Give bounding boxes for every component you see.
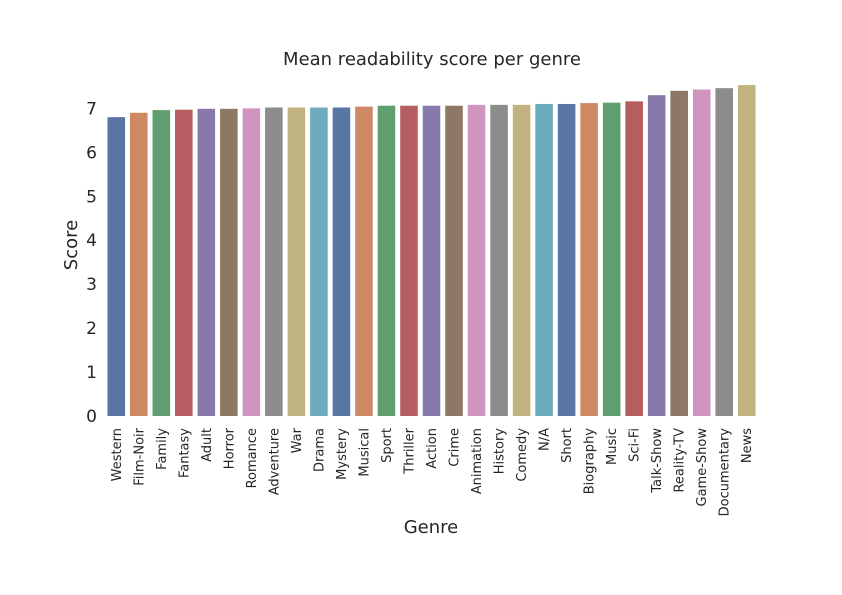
bar-reality-tv [670, 90, 688, 416]
x-tick-label: Romance [245, 428, 260, 488]
x-tick-label: Game-Show [695, 428, 710, 507]
y-tick-label: 3 [86, 275, 97, 295]
bar-sci-fi [625, 101, 643, 416]
y-tick-label: 2 [86, 319, 97, 339]
y-tick-label: 0 [86, 407, 97, 427]
x-tick-label: Action [425, 428, 440, 469]
x-tick-label: News [740, 428, 755, 463]
chart-title: Mean readability score per genre [283, 49, 581, 70]
bar-history [490, 104, 508, 416]
bars-group [107, 85, 756, 417]
x-tick-label: Biography [583, 428, 598, 495]
bar-crime [445, 105, 463, 416]
y-tick-label: 6 [86, 143, 97, 163]
bar-adventure [265, 107, 283, 417]
bar-comedy [512, 104, 531, 416]
x-tick-label: Short [560, 428, 575, 463]
bar-horror [220, 108, 238, 416]
bar-n-a [535, 103, 553, 416]
x-tick-label: Horror [222, 427, 237, 469]
y-tick-label: 5 [86, 187, 97, 207]
x-axis-title: Genre [404, 517, 459, 538]
x-tick-label: Talk-Show [650, 428, 665, 494]
y-tick-labels: 0 1 2 3 4 5 6 7 [86, 99, 97, 427]
x-tick-label: Documentary [718, 428, 733, 517]
x-tick-label: History [493, 428, 508, 475]
bar-music [602, 102, 621, 416]
x-tick-label: Thriller [402, 427, 417, 474]
bar-documentary [715, 88, 733, 417]
x-tick-label: Animation [470, 428, 485, 494]
bar-family [152, 110, 171, 416]
x-tick-label: Adventure [267, 428, 282, 495]
bar-western [107, 117, 126, 416]
bar-adult [197, 108, 216, 416]
y-tick-label: 1 [86, 363, 97, 383]
bar-war [287, 107, 306, 417]
x-tick-label: Musical [357, 428, 372, 477]
x-tick-label: N/A [538, 428, 553, 451]
bar-talk-show [647, 95, 666, 417]
x-tick-label: Sport [380, 428, 395, 463]
x-tick-label: Sci-Fi [628, 428, 643, 462]
x-tick-label: Crime [448, 428, 463, 467]
x-tick-label: Family [155, 428, 170, 470]
bar-short [557, 103, 576, 416]
bar-thriller [400, 105, 418, 416]
x-tick-label: Adult [200, 428, 215, 462]
bar-film-noir [129, 112, 148, 416]
x-tick-label: Drama [312, 428, 327, 472]
bar-animation [467, 104, 486, 416]
bar-fantasy [175, 109, 193, 416]
bar-sport [377, 105, 396, 416]
x-tick-label: Western [110, 428, 125, 481]
x-tick-label: Mystery [335, 428, 350, 480]
bar-mystery [332, 107, 351, 417]
x-tick-label: Reality-TV [673, 428, 688, 493]
y-tick-label: 7 [86, 99, 97, 119]
x-tick-label: War [290, 427, 305, 453]
bar-action [422, 105, 441, 416]
bar-drama [310, 107, 328, 417]
bar-news [737, 85, 756, 416]
bar-game-show [692, 89, 711, 416]
bar-romance [242, 108, 261, 417]
bar-biography [580, 103, 598, 416]
bar-musical [355, 106, 373, 417]
y-tick-label: 4 [86, 231, 97, 251]
x-tick-label: Music [605, 428, 620, 465]
x-tick-label: Fantasy [177, 428, 192, 478]
x-tick-label: Film-Noir [132, 427, 147, 485]
x-tick-labels: Western Film-Noir Family Fantasy Adult Horror… [110, 427, 755, 516]
x-tick-label: Comedy [515, 428, 530, 482]
y-axis-title: Score [61, 220, 82, 270]
